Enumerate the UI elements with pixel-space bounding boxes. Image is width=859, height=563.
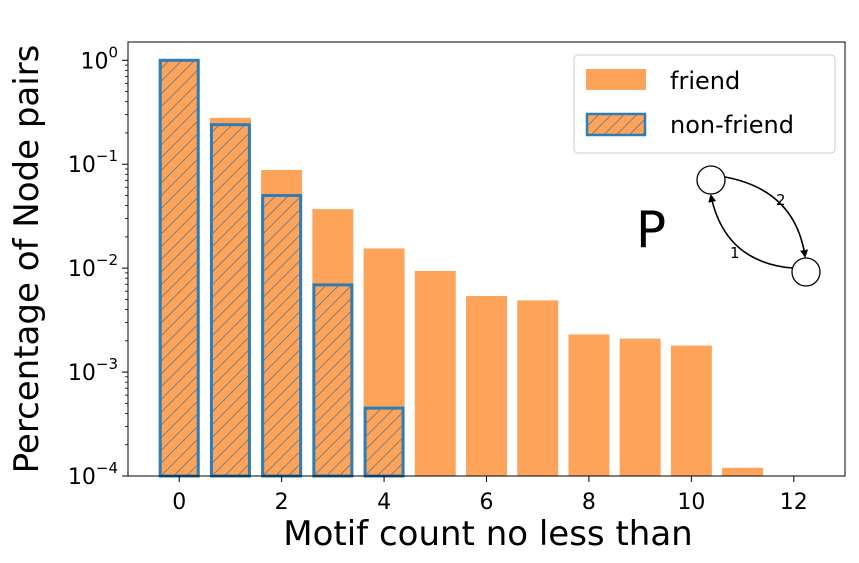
bar-friend <box>466 295 507 476</box>
legend: friend non-friend <box>573 54 836 154</box>
y-axis-label: Percentage of Node pairs <box>7 45 47 474</box>
motif-edge-1 <box>708 194 793 269</box>
bar-non-friend <box>158 58 200 478</box>
legend-swatch-non-friend <box>585 112 647 137</box>
x-tick-label: 0 <box>172 490 186 515</box>
bar-friend <box>414 270 456 476</box>
motif-diagram: P 2 1 <box>636 165 821 287</box>
x-tick-label: 10 <box>677 490 705 515</box>
bar-non-friend <box>363 406 405 478</box>
motif-edge-label-2: 2 <box>776 191 786 209</box>
x-tick-label: 4 <box>377 490 391 515</box>
bar-friend <box>517 300 559 476</box>
x-axis-ticks: 0 2 4 6 8 10 12 <box>172 476 808 515</box>
motif-letter: P <box>636 201 666 259</box>
y-tick-label: 10−4 <box>68 459 118 490</box>
y-tick-label: 100 <box>80 43 118 74</box>
x-axis-label: Motif count no less than <box>283 514 692 554</box>
motif-node-bottom <box>791 257 821 287</box>
bar-friend <box>619 338 661 476</box>
bar-friend <box>722 467 764 476</box>
y-tick-label: 10−3 <box>68 355 118 386</box>
x-tick-label: 12 <box>780 490 808 515</box>
y-tick-label: 10−2 <box>68 251 118 282</box>
y-axis-ticks: 100 10−1 10−2 10−3 10−4 <box>68 43 128 490</box>
bar-friend <box>568 334 610 476</box>
bar-non-friend <box>312 283 354 478</box>
legend-label-friend: friend <box>670 67 740 95</box>
x-tick-label: 6 <box>480 490 494 515</box>
bar-friend <box>670 345 712 476</box>
motif-edge-2 <box>724 176 809 258</box>
y-tick-label: 10−1 <box>68 147 118 178</box>
motif-node-top <box>696 165 726 195</box>
bar-non-friend <box>261 194 303 478</box>
x-tick-label: 2 <box>275 490 289 515</box>
legend-label-non-friend: non-friend <box>670 111 794 139</box>
x-tick-label: 8 <box>582 490 596 515</box>
legend-swatch-friend <box>586 69 646 90</box>
bar-non-friend <box>209 123 251 478</box>
motif-edge-label-1: 1 <box>730 244 740 262</box>
